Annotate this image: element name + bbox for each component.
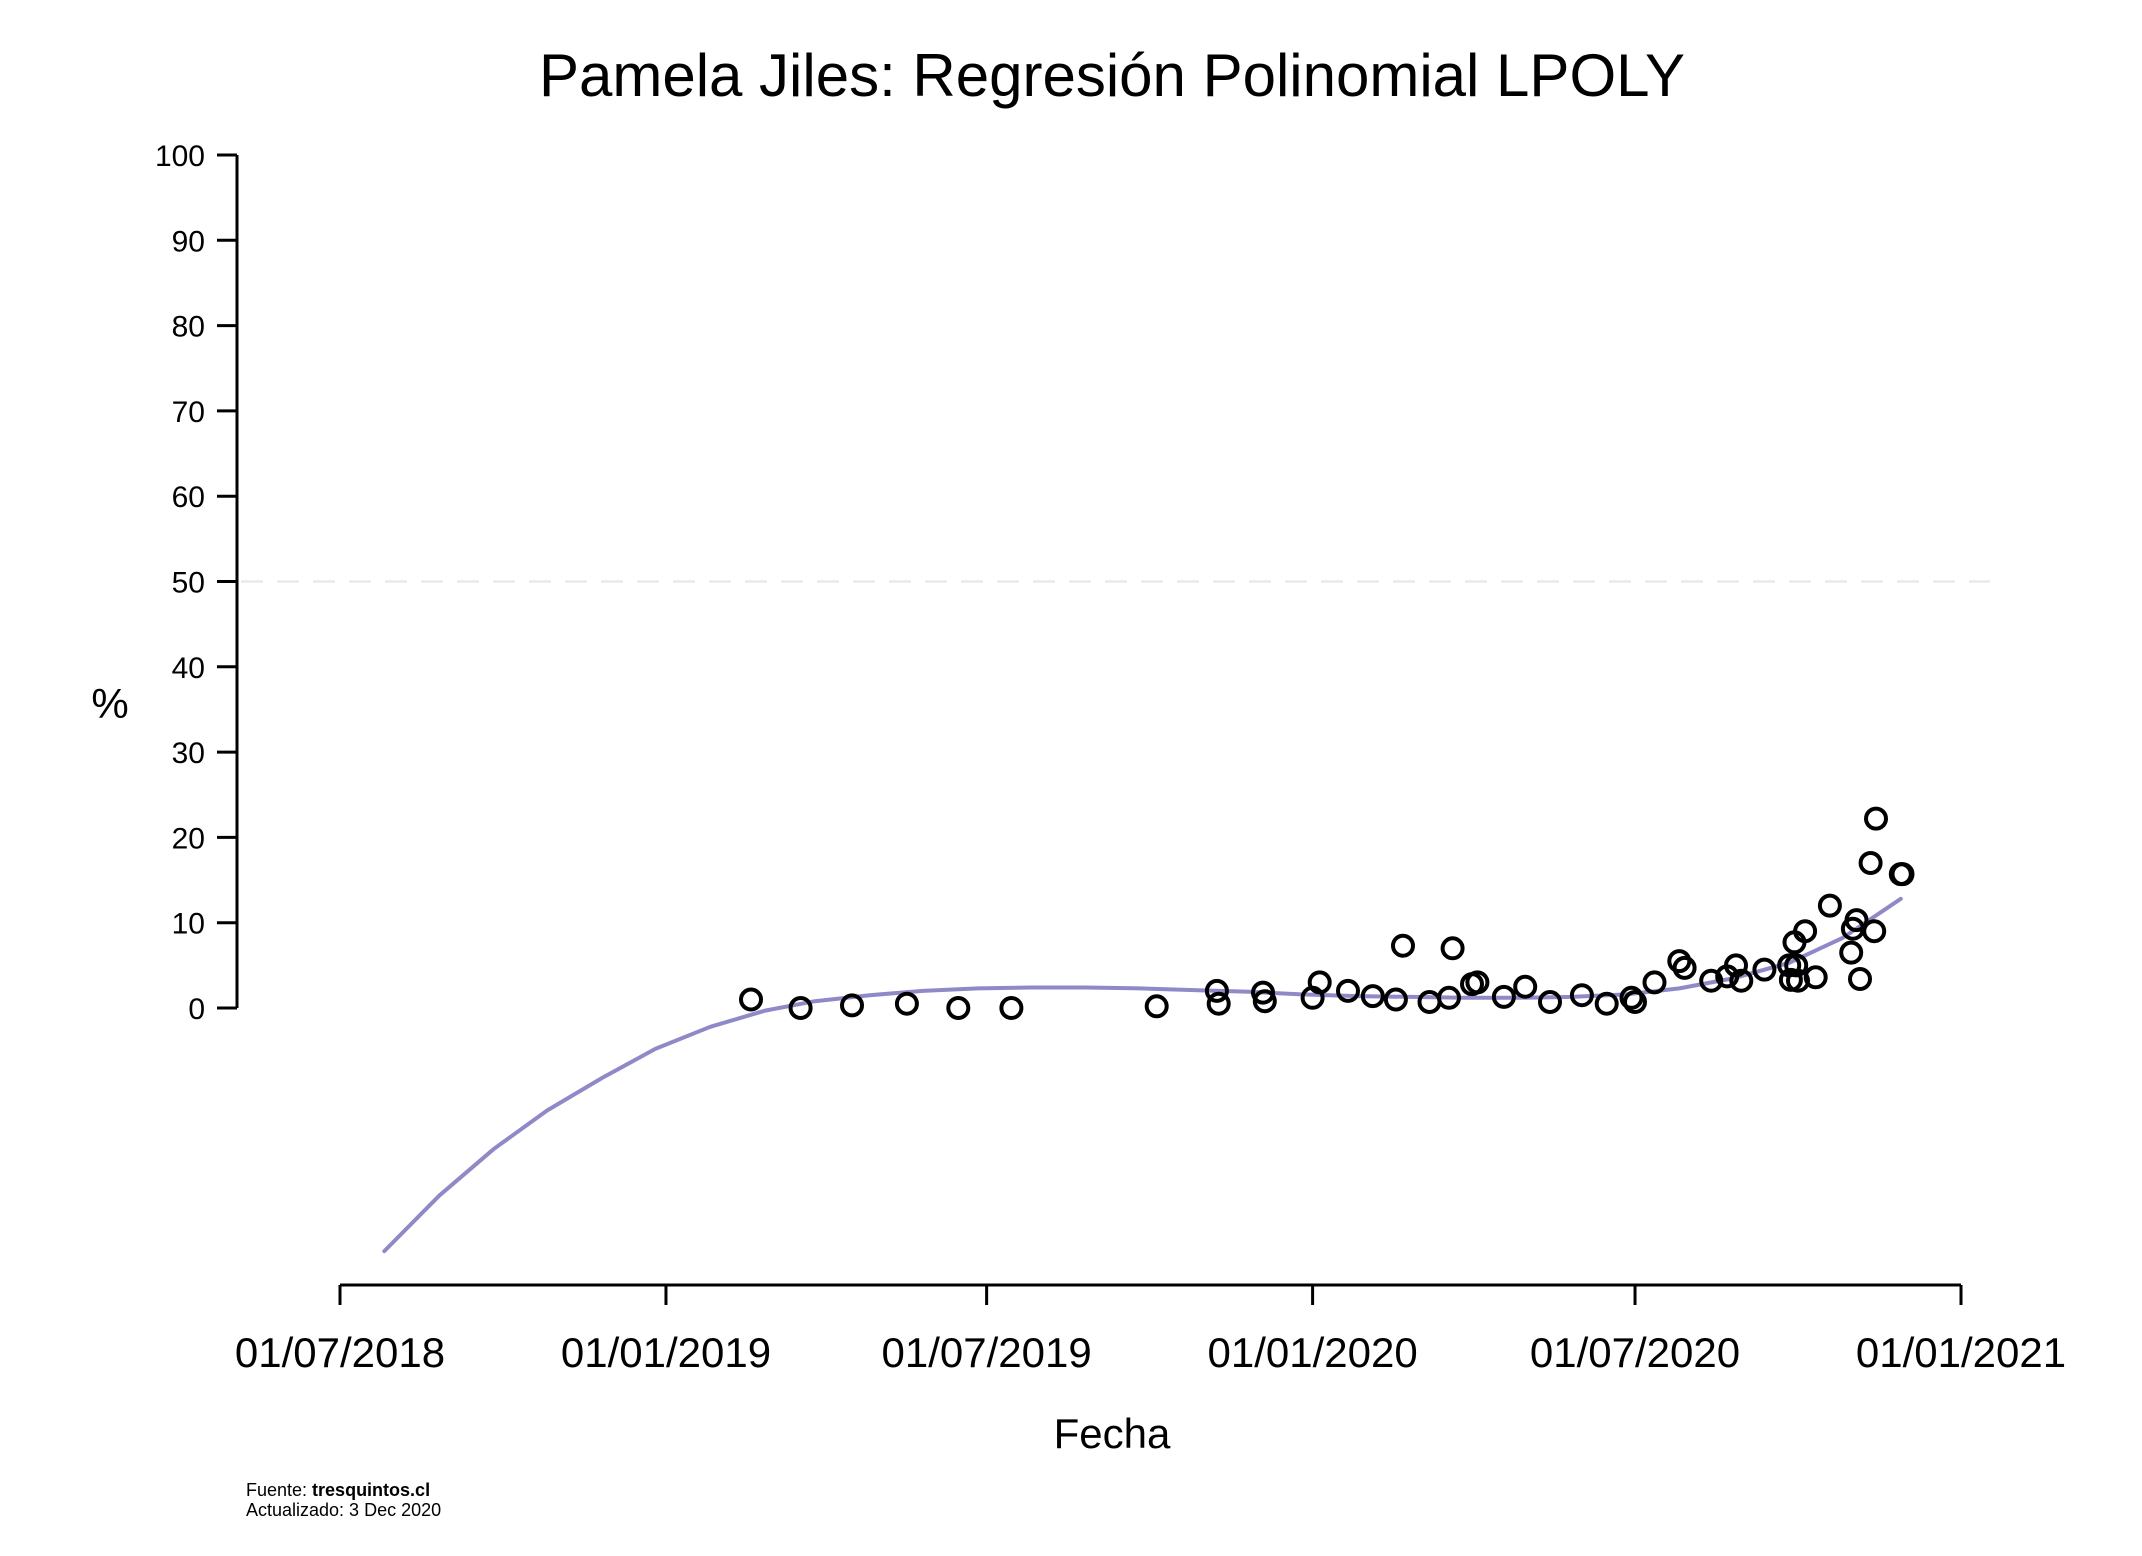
chart-title: Pamela Jiles: Regresión Polinomial LPOLY (539, 42, 1685, 109)
data-point (1538, 990, 1562, 1014)
data-point (1336, 978, 1360, 1003)
data-point (1307, 970, 1332, 995)
data-point (1672, 955, 1697, 980)
x-tick-label: 01/07/2020 (1530, 1329, 1740, 1376)
data-point (1206, 991, 1231, 1016)
footer: Fuente: tresquintos.cl Actualizado: 3 De… (246, 1480, 441, 1520)
data-point (1890, 862, 1915, 887)
data-point (1465, 970, 1490, 995)
data-point (1793, 919, 1818, 944)
data-point (894, 991, 919, 1016)
y-axis: 0 10 20 30 40 50 60 70 80 90 100 (155, 140, 239, 1026)
points-layer (739, 806, 1915, 1020)
data-point (788, 996, 813, 1020)
x-tick-label: 01/01/2020 (1207, 1329, 1417, 1376)
footer-updated: Actualizado: 3 Dec 2020 (246, 1500, 441, 1520)
y-tick-label: 0 (188, 993, 205, 1026)
data-point (946, 996, 971, 1020)
x-tick-label: 01/01/2021 (1856, 1329, 2066, 1376)
data-point (1862, 919, 1887, 944)
data-point (1752, 957, 1777, 982)
data-point (1864, 806, 1888, 831)
y-tick-label: 30 (172, 737, 205, 770)
x-axis-label: Fecha (1054, 1410, 1171, 1457)
data-point (999, 996, 1024, 1020)
lpoly-fit-line (382, 896, 1903, 1254)
data-point (739, 987, 763, 1012)
footer-source: Fuente: tresquintos.cl (246, 1480, 430, 1500)
y-tick-label: 10 (172, 908, 205, 941)
data-point (1569, 983, 1594, 1008)
data-point (840, 993, 864, 1018)
data-point (1803, 965, 1828, 990)
data-point (1440, 936, 1465, 961)
data-point (1491, 984, 1516, 1009)
y-tick-label: 20 (172, 822, 205, 855)
y-tick-label: 80 (172, 311, 205, 344)
data-point (1784, 953, 1809, 978)
y-tick-label: 50 (172, 567, 205, 600)
data-point (1817, 893, 1842, 918)
data-point (1391, 933, 1415, 958)
data-point (1858, 851, 1883, 875)
x-axis: 01/07/2018 01/01/2019 01/07/2019 01/01/2020… (235, 1283, 2066, 1376)
y-tick-label: 40 (172, 652, 205, 685)
data-point (1724, 953, 1748, 978)
data-point (1848, 967, 1872, 991)
data-point (1204, 978, 1229, 1003)
data-point (1417, 990, 1442, 1014)
x-tick-label: 01/07/2019 (882, 1329, 1092, 1376)
data-point (1642, 970, 1667, 995)
y-tick-label: 90 (172, 225, 205, 258)
data-point (1144, 994, 1169, 1019)
y-axis-label: % (91, 680, 128, 727)
footer-source-label: Fuente: (246, 1480, 312, 1500)
y-tick-label: 70 (172, 396, 205, 429)
x-tick-label: 01/07/2018 (235, 1329, 445, 1376)
data-point (1623, 990, 1647, 1014)
data-point (1360, 984, 1385, 1009)
footer-source-site: tresquintos.cl (312, 1480, 430, 1500)
data-point (1383, 987, 1408, 1012)
data-point (1699, 968, 1724, 993)
data-point (1252, 989, 1277, 1014)
data-point (1619, 985, 1644, 1010)
data-point (1839, 940, 1864, 965)
fit-line-layer (382, 896, 1903, 1254)
data-point (1594, 991, 1619, 1016)
data-point (1729, 968, 1754, 993)
y-tick-label: 100 (155, 140, 205, 173)
x-tick-label: 01/01/2019 (561, 1329, 771, 1376)
data-point (1513, 974, 1538, 999)
data-point (1844, 908, 1869, 933)
y-tick-label: 60 (172, 481, 205, 514)
data-point (1437, 985, 1461, 1010)
